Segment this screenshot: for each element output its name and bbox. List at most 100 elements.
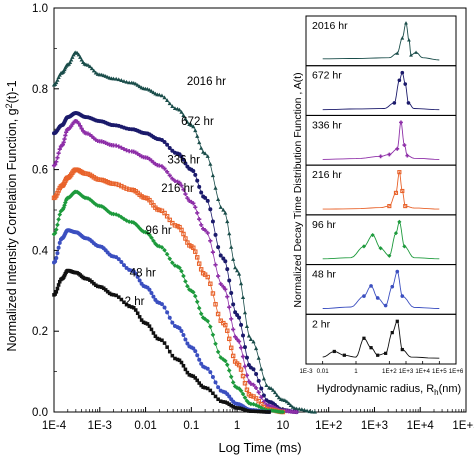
data-point	[256, 390, 261, 395]
data-point	[197, 140, 202, 145]
series-2-hr	[52, 268, 271, 414]
data-point	[185, 370, 190, 375]
data-point	[114, 143, 119, 148]
main-axis-ticks: 1E-41E-30.010.11101E+21E+31E+41E+50.00.2…	[32, 3, 474, 432]
inset-data-point	[342, 353, 346, 357]
data-point	[242, 381, 248, 386]
data-point	[213, 232, 218, 237]
data-point	[147, 287, 152, 292]
data-point	[61, 205, 67, 211]
data-point	[159, 302, 164, 307]
data-point	[179, 227, 184, 233]
data-point	[253, 396, 259, 401]
data-point	[97, 284, 102, 289]
data-point	[53, 227, 59, 232]
data-point	[244, 355, 249, 360]
inset-data-point	[387, 152, 392, 157]
data-point	[121, 79, 127, 83]
data-point	[251, 409, 256, 414]
main-data-marks	[51, 50, 317, 415]
data-point	[124, 186, 129, 191]
data-point	[229, 316, 234, 321]
data-point	[185, 120, 190, 124]
inset-data-point	[370, 232, 375, 238]
inset-data-point	[397, 219, 402, 224]
data-point	[221, 207, 226, 212]
data-point	[235, 268, 240, 273]
data-point	[208, 388, 213, 393]
data-point	[151, 238, 156, 244]
data-point	[183, 367, 188, 372]
data-point	[167, 349, 172, 354]
data-point	[181, 187, 186, 192]
data-point	[238, 367, 244, 372]
data-point	[95, 203, 101, 208]
data-point	[119, 145, 124, 150]
data-point	[119, 297, 124, 302]
data-point	[139, 318, 144, 322]
data-point	[245, 408, 249, 413]
data-point	[170, 104, 175, 109]
x-tick-label: 10	[276, 420, 289, 432]
data-point	[124, 79, 129, 84]
data-point	[205, 198, 210, 203]
data-point	[54, 290, 59, 294]
data-point	[228, 374, 234, 380]
data-point	[240, 354, 246, 359]
data-point	[116, 144, 121, 149]
inset-x-label-sub: h	[434, 388, 438, 397]
inset-data-point	[392, 101, 397, 105]
data-point	[199, 361, 204, 366]
series-label: 336 hr	[167, 155, 200, 167]
data-point	[57, 240, 62, 245]
inset-panel-label: 672 hr	[312, 70, 342, 82]
data-point	[197, 184, 202, 189]
data-point	[205, 366, 210, 371]
data-point	[56, 75, 61, 80]
data-point	[159, 164, 165, 169]
data-point	[195, 353, 200, 358]
data-point	[61, 140, 66, 145]
data-point	[151, 90, 156, 95]
y-tick-label: 0.6	[32, 165, 48, 177]
data-point	[55, 155, 60, 160]
data-point	[177, 358, 182, 363]
data-point	[218, 205, 223, 209]
x-tick-label: 0.01	[134, 420, 156, 432]
data-point	[172, 223, 178, 228]
data-point	[149, 235, 154, 241]
data-point	[253, 346, 259, 351]
data-point	[223, 322, 228, 328]
data-point	[294, 409, 299, 415]
inset-series-line	[322, 120, 440, 160]
data-point	[191, 124, 196, 129]
data-point	[135, 311, 140, 316]
inset-panel-label: 216 hr	[312, 169, 342, 181]
data-point	[227, 305, 232, 310]
inset-x-tick-label: 1E-3	[299, 368, 313, 375]
data-point	[259, 395, 264, 400]
data-point	[133, 81, 138, 86]
data-point	[241, 407, 245, 412]
data-point	[288, 403, 293, 407]
data-point	[181, 113, 186, 117]
inset-data-point	[375, 296, 380, 300]
data-point	[119, 259, 124, 264]
series-label: 672 hr	[181, 116, 214, 128]
data-point	[248, 337, 253, 341]
data-point	[242, 364, 248, 369]
data-point	[310, 409, 315, 414]
data-point	[52, 230, 58, 236]
data-point	[116, 77, 121, 82]
main-series-labels: 2016 hr 672 hr 336 hr 216 hr 96 hr 48 hr 2 hr	[125, 76, 226, 308]
data-point	[183, 236, 188, 241]
data-point	[83, 195, 89, 201]
data-point	[272, 408, 278, 414]
data-point	[151, 331, 156, 335]
data-point	[227, 231, 232, 236]
data-point	[254, 372, 259, 377]
data-point	[145, 322, 150, 326]
inset-panel-label: 48 hr	[312, 269, 336, 281]
main-x-axis-label: Log Time (ms)	[218, 440, 301, 455]
data-point	[133, 271, 138, 276]
